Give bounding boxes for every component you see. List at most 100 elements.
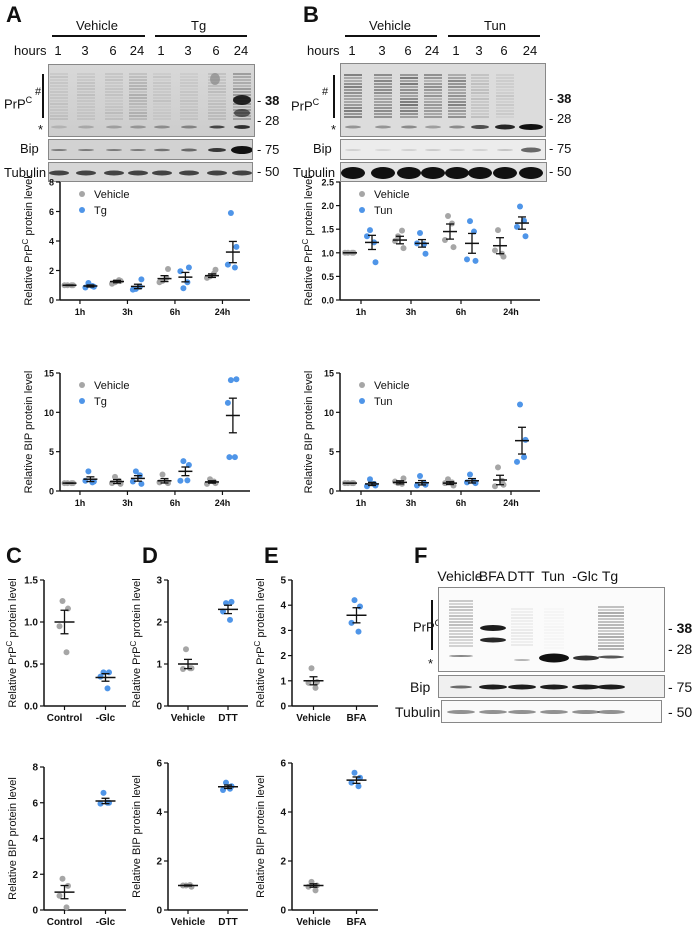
chart-A-bip: 051015Relative BIP protein level1h 3h 6h 24… xyxy=(20,369,254,515)
x-tick-label: Vehicle xyxy=(296,917,331,928)
y-tick-label: 2.5 xyxy=(321,178,334,188)
x-tick-label: 24h xyxy=(215,307,231,317)
lane-label: 3 xyxy=(475,43,482,58)
y-tick-label: 1.5 xyxy=(321,225,334,235)
chart-E-bip: 0246Relative BIP protein levelVehicle BFA xyxy=(252,759,382,934)
y-tick-label: 10 xyxy=(44,408,54,418)
group-label-vehicle: Vehicle xyxy=(76,18,118,33)
bip-label: Bip xyxy=(410,679,430,695)
marker-50: - 50 xyxy=(257,164,279,179)
star-label: * xyxy=(331,122,336,137)
x-tick-label: Control xyxy=(47,713,83,724)
y-axis-label: Relative PrPC protein level xyxy=(129,578,143,707)
x-tick-label: 24h xyxy=(503,498,519,508)
y-tick-label: 8 xyxy=(32,763,38,774)
lane-label: Tg xyxy=(602,568,618,584)
y-tick-label: 4 xyxy=(280,601,286,612)
y-tick-label: 1 xyxy=(280,676,286,687)
prpc-blot-f xyxy=(438,587,665,672)
hours-label: hours xyxy=(307,43,340,58)
x-tick-label: Vehicle xyxy=(171,713,206,724)
x-tick-label: 24h xyxy=(503,307,519,317)
marker-28: - 28 xyxy=(668,641,692,657)
chart-B-prpc: 0.0 0.5 1.0 1.5 2.0 2.5 Relative PrPC protein … xyxy=(300,178,544,324)
y-tick-label: 0 xyxy=(49,487,54,497)
group-underline xyxy=(52,35,145,37)
panel-letter-b: B xyxy=(303,2,319,28)
y-tick-label: 6 xyxy=(32,798,38,809)
prpc-label: PrPC xyxy=(291,97,319,113)
legend-label: Tg xyxy=(94,205,107,217)
legend-label: Tun xyxy=(374,396,393,408)
y-axis-label: Relative PrPC protein level xyxy=(5,578,19,707)
legend-label: Vehicle xyxy=(94,189,129,201)
chart-C-prpc: 0.0 0.5 1.0 1.5 Relative PrPC protein level C… xyxy=(4,576,130,730)
y-tick-label: 0.0 xyxy=(24,702,38,713)
x-tick-label: Vehicle xyxy=(171,917,206,928)
x-tick-label: 1h xyxy=(75,307,86,317)
chart-D-prpc: 0 1 2 3 Relative PrPC protein level Vehicle DT… xyxy=(128,576,252,730)
y-tick-label: 10 xyxy=(324,408,334,418)
y-tick-label: 2 xyxy=(280,651,286,662)
marker-38: - 38 xyxy=(257,93,279,108)
marker-28: - 28 xyxy=(549,111,571,126)
lane-label: 24 xyxy=(425,43,439,58)
y-tick-label: 0 xyxy=(32,906,38,917)
x-tick-label: -Glc xyxy=(96,713,116,724)
chart-A-prpc: 0 2 4 6 8 Relative PrPC protein level 1h 3h 6h 24… xyxy=(20,178,254,324)
hours-label: hours xyxy=(14,43,47,58)
x-tick-label: 6h xyxy=(456,307,467,317)
x-tick-label: 3h xyxy=(406,307,417,317)
prpc-blot-a xyxy=(48,64,255,137)
y-tick-label: 0.0 xyxy=(321,296,334,306)
y-tick-label: 1 xyxy=(156,660,162,671)
panel-letter-a: A xyxy=(6,2,22,28)
group-underline xyxy=(448,35,540,37)
bracket-line xyxy=(431,600,433,650)
bip-blot-f xyxy=(438,675,665,698)
panel-letter-c: C xyxy=(6,543,22,569)
star-label: * xyxy=(428,656,433,671)
y-tick-label: 1.5 xyxy=(24,576,38,587)
y-tick-label: 2 xyxy=(32,870,38,881)
y-tick-label: 0 xyxy=(329,487,334,497)
group-label-tun: Tun xyxy=(484,18,506,33)
x-tick-label: DTT xyxy=(218,917,237,928)
legend-label: Tun xyxy=(374,205,393,217)
tubulin-blot-f xyxy=(441,700,662,723)
lane-label: 1 xyxy=(452,43,459,58)
legend-label: Vehicle xyxy=(374,189,409,201)
y-tick-label: 1.0 xyxy=(321,248,334,258)
y-tick-label: 15 xyxy=(324,369,334,379)
lane-label: 24 xyxy=(130,43,144,58)
lane-label: 1 xyxy=(157,43,164,58)
y-axis-label: Relative BIP protein level xyxy=(23,371,35,494)
x-tick-label: 6h xyxy=(456,498,467,508)
bracket-line xyxy=(42,74,44,118)
legend-label: Vehicle xyxy=(94,380,129,392)
group-underline xyxy=(155,35,247,37)
prpc-label: PrPC xyxy=(4,95,32,111)
lane-label: 1 xyxy=(348,43,355,58)
chart-C-bip: 02468Relative BIP protein levelControl -G… xyxy=(4,763,130,934)
x-tick-label: 1h xyxy=(356,307,367,317)
x-tick-label: 24h xyxy=(215,498,231,508)
y-axis-label: Relative BIP protein level xyxy=(7,777,19,900)
x-tick-label: BFA xyxy=(347,713,367,724)
lane-label: 6 xyxy=(109,43,116,58)
y-axis-label: Relative PrPC protein level xyxy=(301,176,315,305)
y-tick-label: 0 xyxy=(280,906,286,917)
lane-label: 1 xyxy=(54,43,61,58)
y-tick-label: 4 xyxy=(156,808,162,819)
x-tick-label: 6h xyxy=(170,498,181,508)
y-tick-label: 5 xyxy=(49,447,54,457)
chart-B-bip: 051015Relative BIP protein level1h 3h 6h 24… xyxy=(300,369,544,515)
lane-label: BFA xyxy=(479,568,505,584)
lane-label: 6 xyxy=(404,43,411,58)
marker-50: - 50 xyxy=(668,704,692,720)
y-tick-label: 2 xyxy=(280,857,286,868)
y-tick-label: 3 xyxy=(156,576,162,587)
x-tick-label: DTT xyxy=(218,713,237,724)
lane-label: 6 xyxy=(212,43,219,58)
x-tick-label: 3h xyxy=(122,307,133,317)
